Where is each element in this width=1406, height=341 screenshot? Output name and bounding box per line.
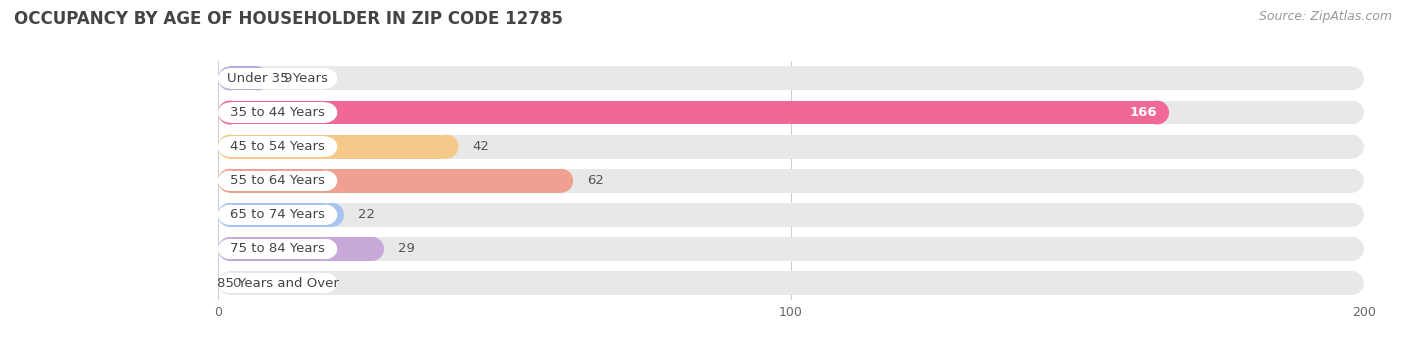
- Ellipse shape: [218, 101, 242, 124]
- Bar: [229, 205, 325, 225]
- Ellipse shape: [218, 205, 242, 225]
- Text: Under 35 Years: Under 35 Years: [228, 72, 328, 85]
- Text: 29: 29: [398, 242, 415, 255]
- Ellipse shape: [314, 136, 337, 157]
- Ellipse shape: [218, 66, 242, 90]
- Text: 75 to 84 Years: 75 to 84 Years: [231, 242, 325, 255]
- Ellipse shape: [218, 169, 242, 193]
- Text: 42: 42: [472, 140, 489, 153]
- Ellipse shape: [1340, 135, 1364, 159]
- Bar: [229, 239, 325, 259]
- Ellipse shape: [314, 170, 337, 191]
- Text: 62: 62: [586, 174, 603, 187]
- Ellipse shape: [218, 136, 242, 157]
- Ellipse shape: [218, 203, 242, 227]
- Ellipse shape: [314, 102, 337, 123]
- Ellipse shape: [246, 66, 270, 90]
- Bar: [229, 136, 325, 157]
- Bar: [229, 135, 1353, 159]
- Bar: [229, 203, 332, 227]
- Ellipse shape: [314, 68, 337, 89]
- Ellipse shape: [321, 203, 344, 227]
- Ellipse shape: [218, 101, 242, 124]
- Bar: [229, 237, 1353, 261]
- Text: 35 to 44 Years: 35 to 44 Years: [231, 106, 325, 119]
- Ellipse shape: [218, 271, 242, 295]
- Ellipse shape: [1340, 237, 1364, 261]
- Ellipse shape: [218, 169, 242, 193]
- Ellipse shape: [1144, 101, 1168, 124]
- Text: OCCUPANCY BY AGE OF HOUSEHOLDER IN ZIP CODE 12785: OCCUPANCY BY AGE OF HOUSEHOLDER IN ZIP C…: [14, 10, 562, 28]
- Ellipse shape: [218, 102, 242, 123]
- Text: 166: 166: [1130, 106, 1157, 119]
- Bar: [229, 68, 325, 89]
- Text: 65 to 74 Years: 65 to 74 Years: [231, 208, 325, 221]
- Text: 9: 9: [283, 72, 291, 85]
- Ellipse shape: [1340, 66, 1364, 90]
- Ellipse shape: [218, 135, 242, 159]
- Ellipse shape: [360, 237, 384, 261]
- Ellipse shape: [434, 135, 458, 159]
- Ellipse shape: [218, 239, 242, 259]
- Ellipse shape: [1340, 203, 1364, 227]
- Ellipse shape: [218, 237, 242, 261]
- Bar: [229, 101, 1157, 124]
- Bar: [229, 66, 257, 90]
- Ellipse shape: [550, 169, 574, 193]
- Ellipse shape: [218, 273, 242, 293]
- Ellipse shape: [314, 273, 337, 293]
- Bar: [229, 203, 1353, 227]
- Bar: [229, 271, 1353, 295]
- Bar: [229, 169, 1353, 193]
- Bar: [229, 135, 447, 159]
- Text: 22: 22: [357, 208, 375, 221]
- Ellipse shape: [218, 66, 242, 90]
- Ellipse shape: [218, 135, 242, 159]
- Bar: [229, 170, 325, 191]
- Bar: [229, 169, 561, 193]
- Text: 0: 0: [232, 277, 240, 290]
- Ellipse shape: [1340, 271, 1364, 295]
- Text: 85 Years and Over: 85 Years and Over: [217, 277, 339, 290]
- Ellipse shape: [218, 237, 242, 261]
- Ellipse shape: [314, 239, 337, 259]
- Bar: [229, 101, 1353, 124]
- Ellipse shape: [1340, 101, 1364, 124]
- Ellipse shape: [314, 205, 337, 225]
- Ellipse shape: [218, 203, 242, 227]
- Ellipse shape: [1340, 169, 1364, 193]
- Text: 55 to 64 Years: 55 to 64 Years: [231, 174, 325, 187]
- Bar: [229, 273, 325, 293]
- Ellipse shape: [218, 170, 242, 191]
- Bar: [229, 237, 373, 261]
- Bar: [229, 102, 325, 123]
- Text: Source: ZipAtlas.com: Source: ZipAtlas.com: [1258, 10, 1392, 23]
- Bar: [229, 66, 1353, 90]
- Text: 45 to 54 Years: 45 to 54 Years: [231, 140, 325, 153]
- Ellipse shape: [218, 68, 242, 89]
